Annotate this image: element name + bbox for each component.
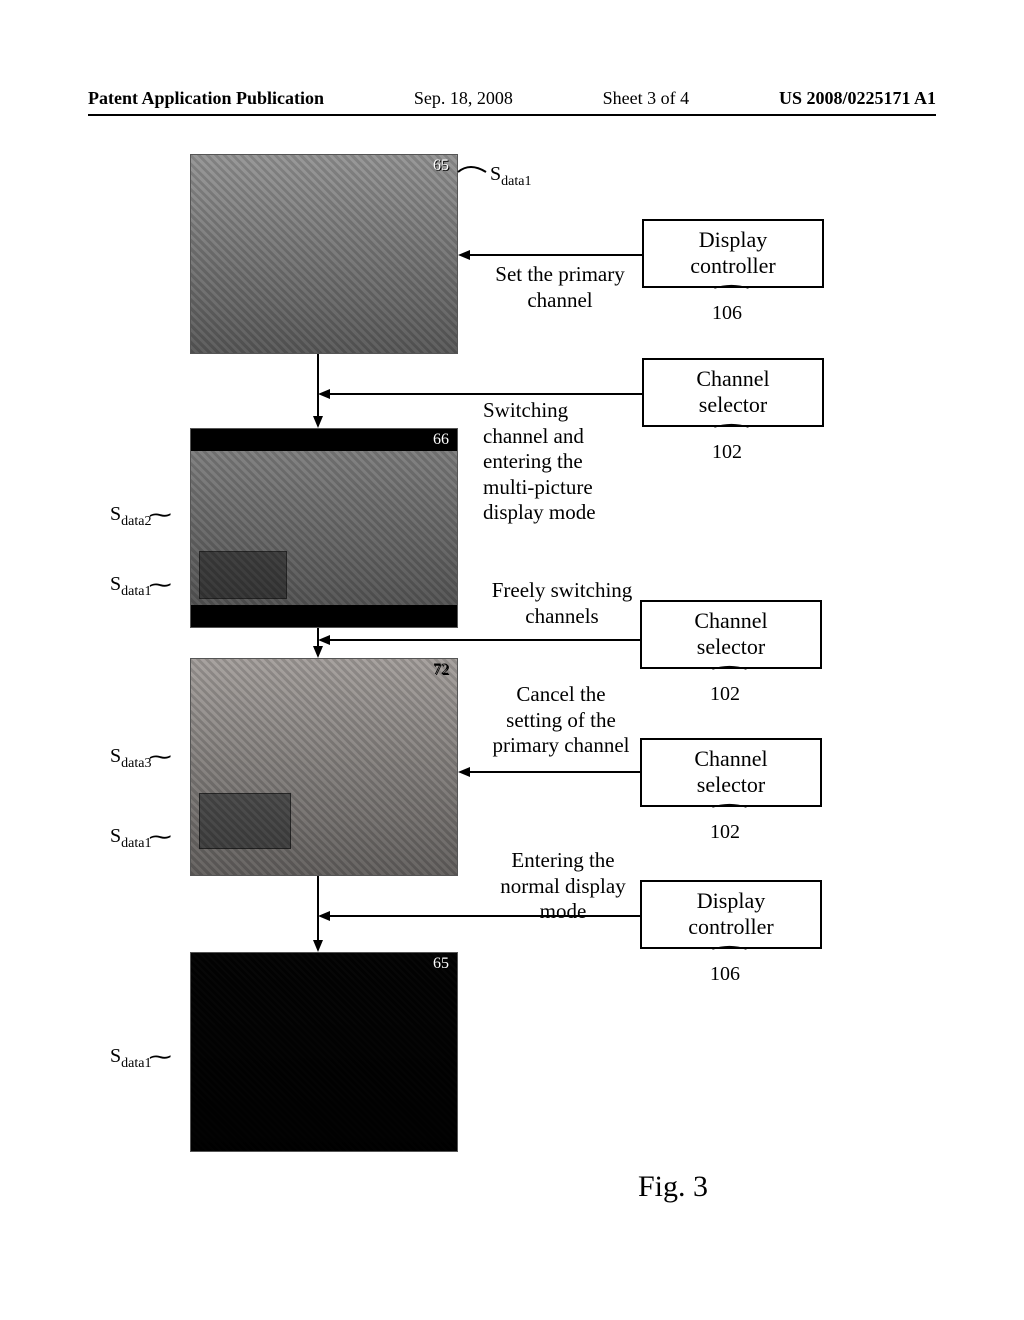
box-display-controller-1: Display controller [642, 219, 824, 288]
screen-3: 72 [190, 658, 458, 876]
screen-2: 66 [190, 428, 458, 628]
box-channel-selector-1-num: 102 [712, 441, 742, 464]
box-channel-selector-3-label: Channel selector [694, 746, 767, 797]
box-channel-selector-1: Channel selector [642, 358, 824, 427]
screen-4: 65 [190, 952, 458, 1152]
text-cancel: Cancel the setting of the primary channe… [466, 682, 656, 759]
page-header: Patent Application Publication Sep. 18, … [88, 88, 936, 109]
box-display-controller-1-label: Display controller [690, 227, 776, 278]
label-sdata1-s3: Sdata1∼ [110, 822, 170, 852]
box-channel-selector-2: Channel selector [640, 600, 822, 669]
header-publication: Patent Application Publication [88, 88, 324, 109]
box-channel-selector-3: Channel selector [640, 738, 822, 807]
label-sdata1-top: Sdata1 [490, 163, 531, 190]
box-display-controller-2-num: 106 [710, 963, 740, 986]
box-channel-selector-1-label: Channel selector [696, 366, 769, 417]
header-rule [88, 114, 936, 116]
box-channel-selector-2-label: Channel selector [694, 608, 767, 659]
box-channel-selector-3-num: 102 [710, 821, 740, 844]
box-channel-selector-2-num: 102 [710, 683, 740, 706]
screen-2-channel: 66 [433, 431, 449, 449]
screen-1-channel: 65 [433, 157, 449, 175]
text-set-primary: Set the primary channel [460, 262, 660, 313]
box-display-controller-2-label: Display controller [688, 888, 774, 939]
box-display-controller-1-num: 106 [712, 302, 742, 325]
label-sdata1-mid: Sdata1∼ [110, 570, 170, 600]
screen-4-channel: 65 [433, 955, 449, 973]
screen-1: 65 [190, 154, 458, 354]
figure-label: Fig. 3 [638, 1170, 708, 1204]
text-freely: Freely switching channels [462, 578, 662, 629]
header-number: US 2008/0225171 A1 [779, 88, 936, 109]
label-sdata2: Sdata2∼ [110, 500, 170, 530]
label-sdata3: Sdata3∼ [110, 742, 170, 772]
box-display-controller-2: Display controller [640, 880, 822, 949]
label-sdata1-bottom: Sdata1∼ [110, 1042, 170, 1072]
arrow-freely [318, 634, 642, 654]
header-sheet: Sheet 3 of 4 [603, 88, 689, 109]
text-switching: Switching channel and entering the multi… [483, 398, 648, 526]
arrow-normal [318, 910, 642, 930]
arrow-cancel [458, 766, 642, 786]
screen-3-channel: 72 [433, 661, 449, 679]
header-date: Sep. 18, 2008 [414, 88, 513, 109]
